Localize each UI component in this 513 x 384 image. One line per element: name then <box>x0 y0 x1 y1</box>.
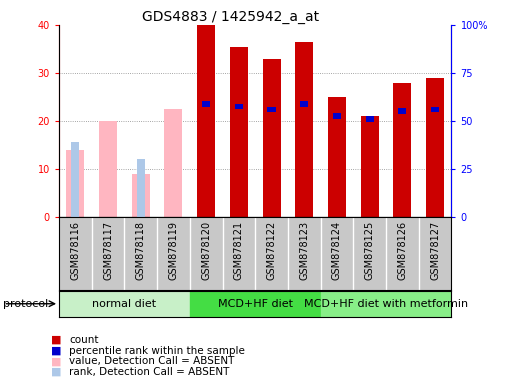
Bar <box>393 83 411 217</box>
Bar <box>267 107 275 113</box>
Bar <box>99 121 117 217</box>
Bar <box>235 104 243 109</box>
Text: GSM878119: GSM878119 <box>168 220 179 280</box>
Text: MCD+HF diet with metformin: MCD+HF diet with metformin <box>304 299 468 309</box>
Bar <box>366 116 374 122</box>
Text: GSM878121: GSM878121 <box>234 220 244 280</box>
Bar <box>190 291 321 317</box>
Text: ■: ■ <box>51 346 62 356</box>
Bar <box>136 159 145 217</box>
Bar <box>263 59 281 217</box>
Bar <box>426 78 444 217</box>
Text: GSM878124: GSM878124 <box>332 220 342 280</box>
Bar <box>295 42 313 217</box>
Text: percentile rank within the sample: percentile rank within the sample <box>69 346 245 356</box>
Text: ■: ■ <box>51 335 62 345</box>
Text: protocol: protocol <box>3 299 48 309</box>
Text: count: count <box>69 335 99 345</box>
Text: rank, Detection Call = ABSENT: rank, Detection Call = ABSENT <box>69 367 230 377</box>
Text: GSM878127: GSM878127 <box>430 220 440 280</box>
Bar <box>333 113 341 119</box>
Text: GSM878118: GSM878118 <box>136 220 146 280</box>
Bar <box>398 109 406 114</box>
Text: GDS4883 / 1425942_a_at: GDS4883 / 1425942_a_at <box>142 10 320 23</box>
Text: GSM878120: GSM878120 <box>201 220 211 280</box>
Text: value, Detection Call = ABSENT: value, Detection Call = ABSENT <box>69 356 234 366</box>
Bar <box>321 291 451 317</box>
Text: ■: ■ <box>51 356 62 366</box>
Bar <box>197 25 215 217</box>
Text: GSM878123: GSM878123 <box>299 220 309 280</box>
Bar <box>431 107 439 113</box>
Bar <box>202 101 210 107</box>
Bar <box>361 116 379 217</box>
Bar <box>230 46 248 217</box>
Bar <box>71 142 80 217</box>
Text: normal diet: normal diet <box>92 299 156 309</box>
Text: GSM878126: GSM878126 <box>398 220 407 280</box>
Text: GSM878116: GSM878116 <box>70 220 81 280</box>
Text: GSM878125: GSM878125 <box>365 220 374 280</box>
Bar <box>66 150 84 217</box>
Bar <box>59 291 190 317</box>
Text: ■: ■ <box>51 367 62 377</box>
Bar <box>132 174 150 217</box>
Bar <box>300 101 308 107</box>
Text: MCD+HF diet: MCD+HF diet <box>218 299 293 309</box>
Text: GSM878117: GSM878117 <box>103 220 113 280</box>
Bar <box>165 109 183 217</box>
Bar <box>328 97 346 217</box>
Text: GSM878122: GSM878122 <box>267 220 277 280</box>
